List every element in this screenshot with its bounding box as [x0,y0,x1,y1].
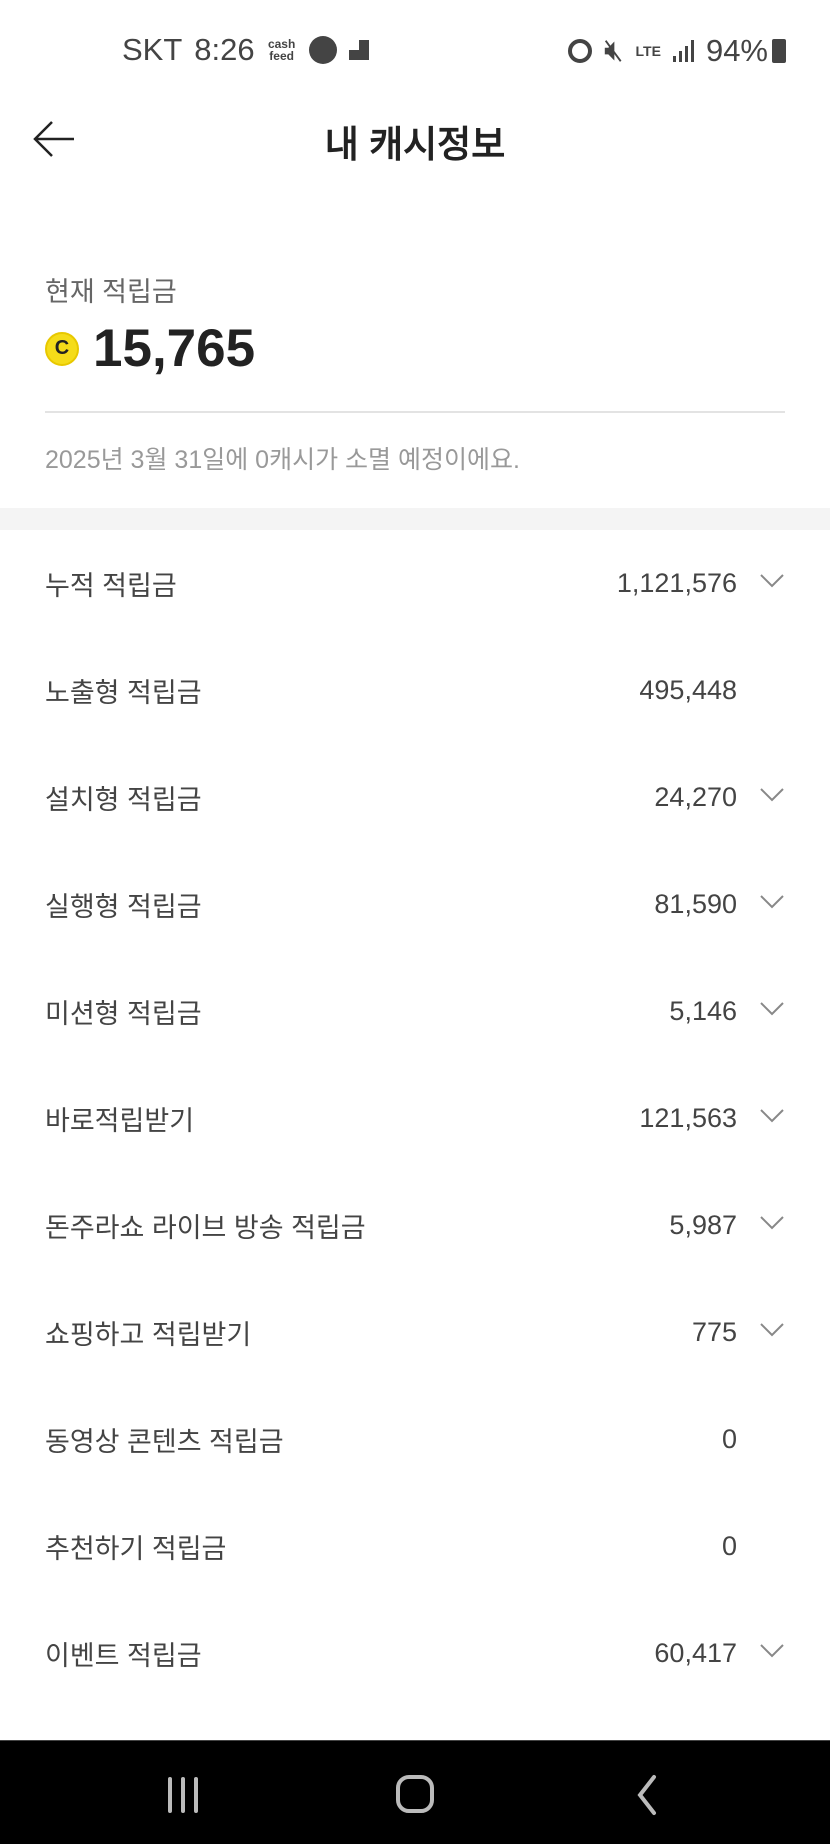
item-label: 동영상 콘텐츠 적립금 [45,1427,284,1457]
item-label: 노출형 적립금 [45,678,202,708]
list-item: 추천하기 적립금 0 [0,1493,830,1600]
chevron-down-icon[interactable] [758,784,786,804]
list-item[interactable]: 쇼핑하고 적립받기 775 [0,1279,830,1386]
chevron-down-icon[interactable] [758,1319,786,1339]
signal-icon [672,39,694,62]
item-label: 추천하기 적립금 [45,1534,227,1564]
item-value: 5,987 [669,1210,737,1240]
item-value: 1,121,576 [616,568,737,598]
alarm-icon [568,38,593,63]
battery-level: 94% [705,32,768,68]
list-item: 동영상 콘텐츠 적립금 0 [0,1386,830,1493]
list-item[interactable]: 미션형 적립금 5,146 [0,958,830,1065]
list-item[interactable]: 돈주라쇼 라이브 방송 적립금 5,987 [0,1172,830,1279]
item-value: 121,563 [639,1103,737,1133]
app-header: 내 캐시정보 [0,100,830,180]
chevron-down-icon[interactable] [758,1105,786,1125]
section-separator [0,508,830,530]
chevron-down-icon[interactable] [758,1212,786,1232]
item-label: 누적 적립금 [45,571,177,601]
current-balance-amount: 15,765 [93,319,256,378]
item-value: 5,146 [669,996,737,1026]
item-label: 쇼핑하고 적립받기 [45,1320,252,1350]
list-item[interactable]: 바로적립받기 121,563 [0,1065,830,1172]
list-item: 노출형 적립금 495,448 [0,637,830,744]
cash-breakdown-list: 누적 적립금 1,121,576 노출형 적립금 495,448 설치형 적립금 2… [0,530,830,1707]
clock: 8:26 [194,32,255,67]
item-value: 0 [721,1424,737,1454]
item-label: 실행형 적립금 [45,892,202,922]
chat-icon [308,36,337,64]
mute-icon: 🔇︎ [604,32,624,67]
current-balance: C 15,765 [45,318,255,379]
item-value: 775 [691,1317,737,1347]
item-label: 돈주라쇼 라이브 방송 적립금 [45,1213,366,1243]
item-value: 24,270 [654,782,737,812]
list-item[interactable]: 실행형 적립금 81,590 [0,851,830,958]
home-icon[interactable] [390,1769,440,1819]
battery-icon [772,38,786,63]
item-label: 미션형 적립금 [45,999,202,1029]
list-item[interactable]: 이벤트 적립금 60,417 [0,1600,830,1707]
carrier: SKT [122,32,183,67]
app-icon [348,40,369,60]
item-label: 이벤트 적립금 [45,1641,202,1671]
item-value: 0 [721,1531,737,1561]
divider [45,411,785,413]
page-title: 내 캐시정보 [324,124,506,165]
item-value: 495,448 [639,675,737,705]
chevron-down-icon[interactable] [758,570,786,590]
item-label: 바로적립받기 [45,1106,195,1136]
back-nav-icon[interactable] [622,1769,672,1819]
back-arrow-icon[interactable] [30,116,80,166]
navigation-bar [0,1740,830,1844]
recent-apps-icon[interactable] [158,1769,208,1819]
item-label: 설치형 적립금 [45,785,202,815]
status-bar: SKT 8:26 cash feed 🔇︎ LTE 94% [0,0,830,100]
coin-icon: C [45,331,79,366]
expiry-note: 2025년 3월 31일에 0캐시가 소멸 예정이에요. [45,446,520,474]
lte-icon: LTE [635,42,661,59]
cashfeed-icon: cash feed [267,37,296,63]
chevron-down-icon[interactable] [758,1640,786,1660]
item-value: 60,417 [654,1638,737,1668]
list-item[interactable]: 설치형 적립금 24,270 [0,744,830,851]
chevron-down-icon[interactable] [758,891,786,911]
chevron-down-icon[interactable] [758,998,786,1018]
current-balance-label: 현재 적립금 [45,277,177,307]
item-value: 81,590 [654,889,737,919]
list-item[interactable]: 누적 적립금 1,121,576 [0,530,830,637]
